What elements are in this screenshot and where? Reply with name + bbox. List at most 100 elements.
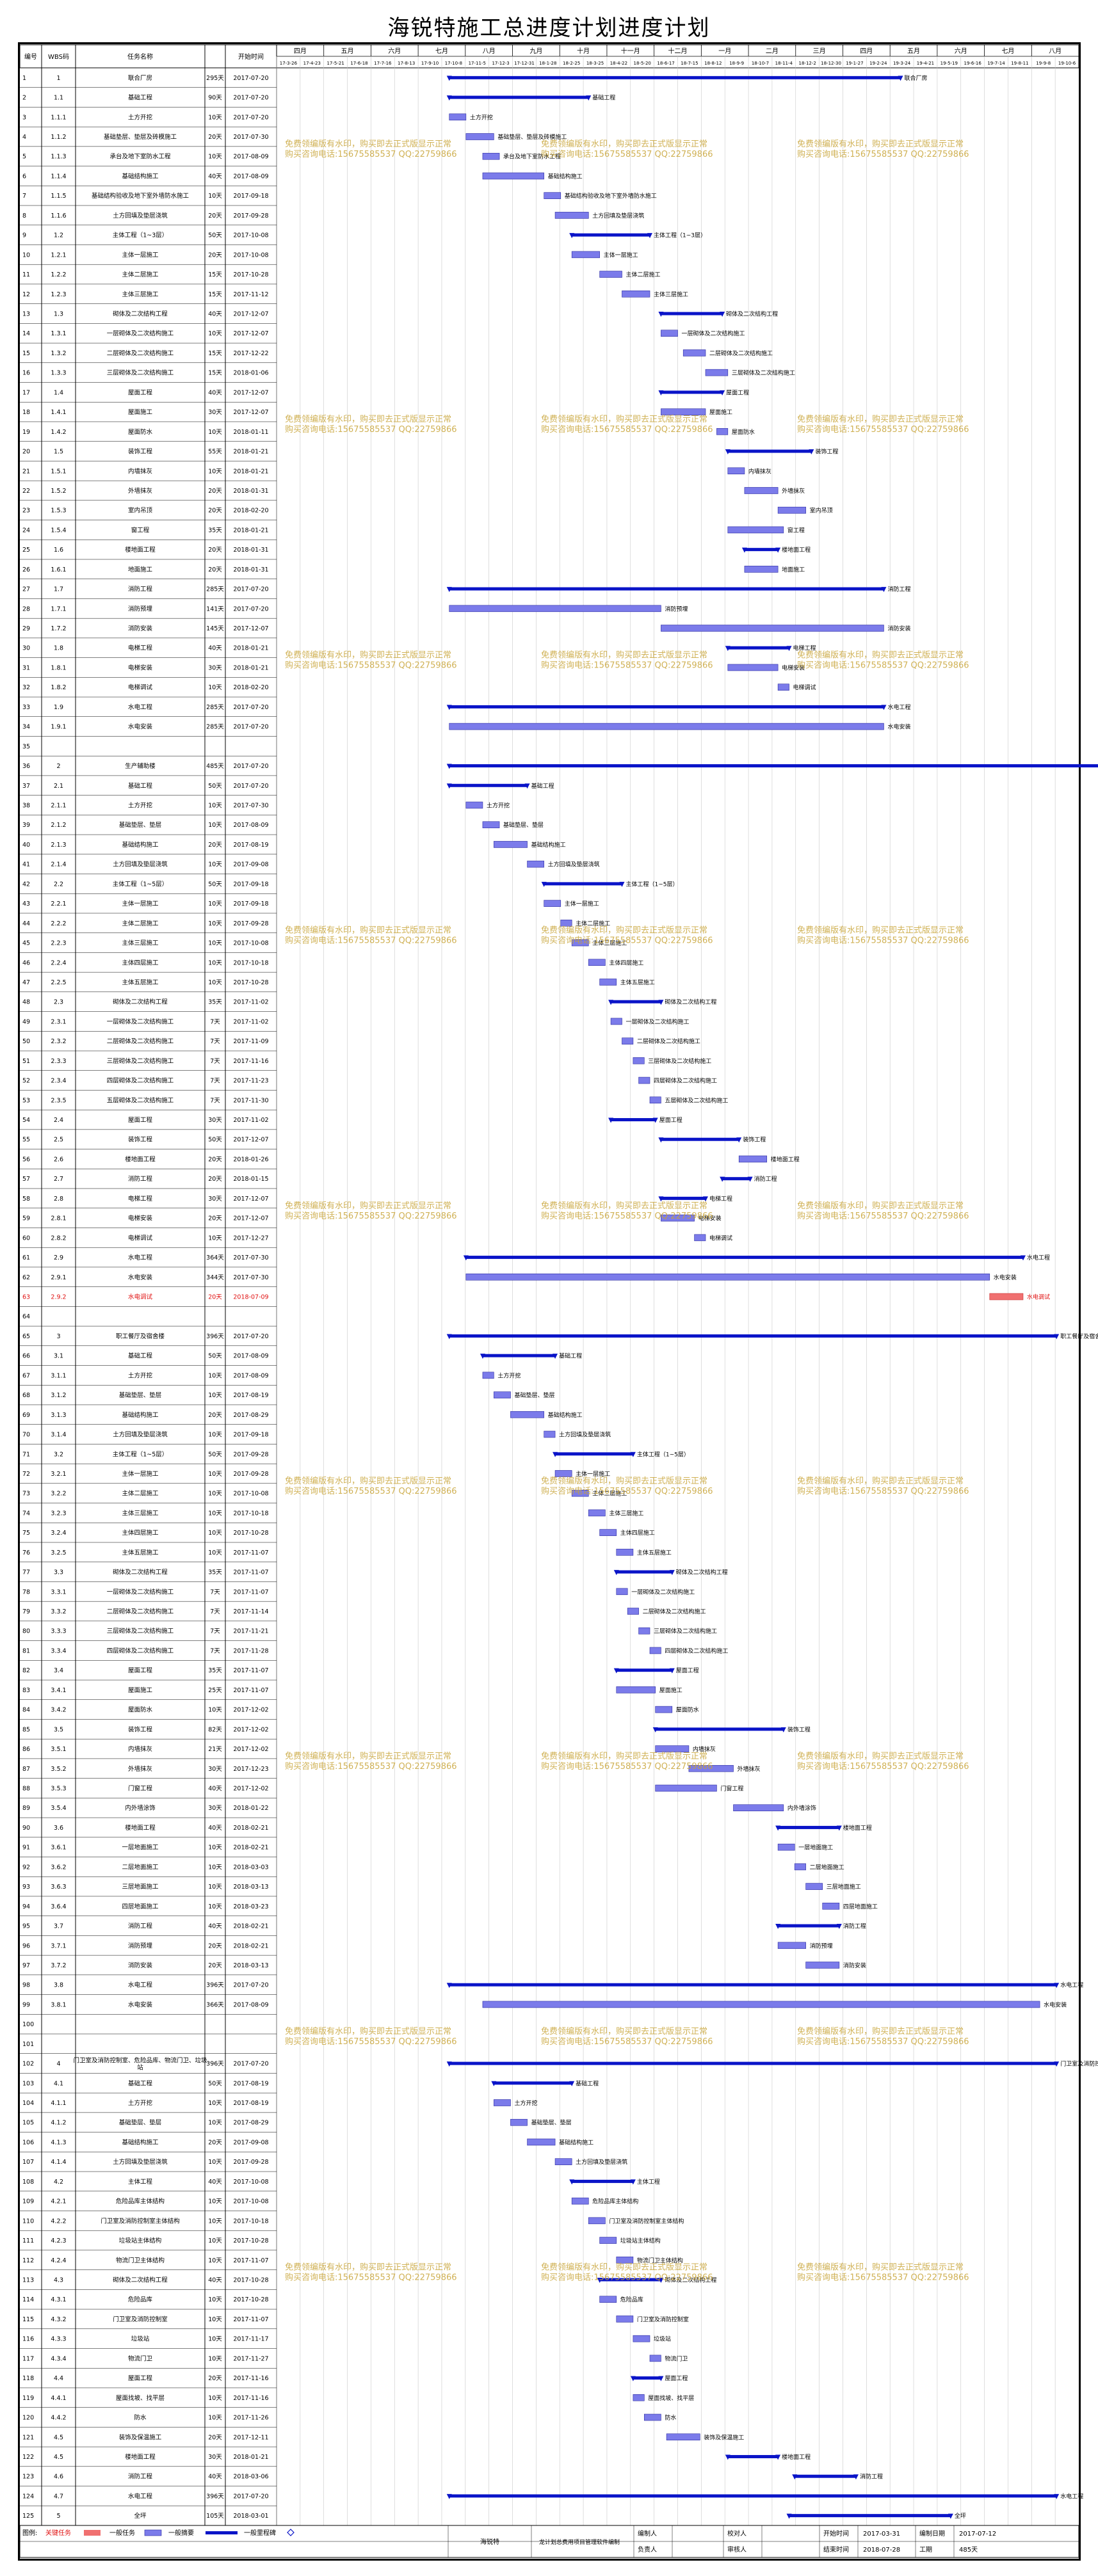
task-start: 2017-11-27: [233, 2355, 268, 2362]
week-label: 19-6-16: [964, 61, 981, 66]
task-id: 108: [22, 2179, 34, 2186]
task-start: 2018-02-21: [233, 1825, 268, 1832]
bar-label: 物流门卫: [665, 2355, 688, 2362]
month-label: 四月: [294, 47, 307, 55]
month-label: 六月: [955, 47, 967, 55]
task-duration: 10天: [208, 1530, 222, 1537]
task-duration: 90天: [208, 95, 222, 102]
task-wbs: 1.5.1: [51, 468, 66, 475]
task-bar: [638, 1076, 650, 1084]
week-label: 17-12-3: [492, 61, 509, 66]
task-wbs: 3.7: [54, 1923, 63, 1930]
watermark-line2: 购买咨询电话:15675585537 QQ:22759866: [541, 1761, 713, 1772]
task-name: 主体二层施工: [122, 271, 159, 278]
task-id: 92: [22, 1864, 30, 1871]
footer-label: 工期: [919, 2546, 932, 2554]
task-duration: 10天: [208, 2159, 222, 2166]
month-label: 二月: [766, 47, 779, 55]
task-start: 2017-11-17: [233, 2336, 268, 2343]
task-name: 垃圾站主体结构: [119, 2237, 162, 2244]
task-name: 基础垫层、垫层: [119, 1391, 162, 1399]
task-wbs: 3: [56, 1333, 60, 1340]
task-start: 2017-11-16: [233, 2375, 268, 2382]
bar-label: 窗工程: [787, 526, 805, 534]
task-id: 71: [22, 1451, 30, 1458]
summary-cap-end: [569, 2081, 575, 2086]
task-wbs: 1.3: [54, 311, 63, 318]
task-start: 2017-07-20: [233, 114, 268, 121]
bar-label: 砌体及二次结构工程: [676, 1569, 728, 1576]
task-duration: 7天: [210, 1078, 220, 1085]
watermark-line1: 免费领编版有水印，购买即去正式版显示正常: [797, 414, 964, 424]
task-bar: [616, 1549, 634, 1556]
task-start: 2017-11-30: [233, 1097, 268, 1104]
task-start: 2017-12-07: [233, 1137, 268, 1144]
task-id: 90: [22, 1825, 30, 1832]
task-duration: 35天: [208, 1667, 222, 1674]
task-name: 二层砌体及二次结构施工: [107, 1037, 174, 1045]
week-label: 17-12-31: [514, 61, 535, 66]
watermark-line1: 免费领编版有水印，购买即去正式版显示正常: [541, 2262, 707, 2273]
month-label: 七月: [1001, 47, 1014, 55]
task-start: 2017-08-09: [233, 173, 268, 180]
task-bar: [494, 841, 528, 848]
bar-label: 二层砌体及二次结构施工: [637, 1037, 700, 1045]
task-name: 三层砌体及二次结构施工: [107, 1057, 174, 1065]
task-name: 门窗工程: [128, 1785, 153, 1793]
task-start: 2017-10-28: [233, 271, 268, 278]
task-start: 2017-08-09: [233, 154, 268, 161]
week-label: 17-7-16: [374, 61, 392, 66]
task-wbs: 3.8: [54, 1982, 63, 1989]
summary-cap-start: [725, 646, 731, 652]
task-id: 118: [22, 2375, 34, 2382]
task-bar: [744, 566, 779, 573]
task-id: 60: [22, 1235, 30, 1242]
task-name: 消防安装: [128, 625, 153, 632]
task-duration: 20天: [208, 252, 222, 259]
task-duration: 82天: [208, 1726, 222, 1733]
task-id: 97: [22, 1962, 30, 1969]
summary-bar: [661, 390, 723, 394]
task-duration: 30天: [208, 409, 222, 416]
task-duration: 485天: [206, 763, 224, 770]
summary-cap-start: [446, 783, 452, 789]
task-duration: 10天: [208, 330, 222, 337]
task-wbs: 3.2.4: [51, 1530, 66, 1537]
task-id: 112: [22, 2257, 34, 2264]
bar-label: 土方回填及垫层浇筑: [576, 2158, 627, 2166]
task-duration: 10天: [208, 114, 222, 121]
task-duration: 20天: [208, 2375, 222, 2382]
bar-label: 主体五层施工: [620, 979, 655, 986]
task-wbs: 1.4.2: [51, 429, 66, 436]
bar-label: 水电工程: [1060, 1981, 1083, 1989]
task-id: 50: [22, 1038, 30, 1045]
task-duration: 364天: [206, 1254, 224, 1261]
task-start: 2017-11-09: [233, 1038, 268, 1045]
task-name: 土方开挖: [128, 802, 153, 810]
task-start: 2017-07-20: [233, 95, 268, 102]
task-bar: [494, 2099, 511, 2106]
task-duration: 20天: [208, 488, 222, 495]
task-duration: 50天: [208, 2080, 222, 2087]
task-duration: 20天: [208, 1942, 222, 1949]
summary-cap-start: [446, 587, 452, 593]
task-duration: 30天: [208, 1805, 222, 1812]
task-name: 基础结构施工: [122, 841, 159, 849]
task-wbs: 1.8.1: [51, 664, 66, 671]
task-duration: 15天: [208, 271, 222, 278]
task-wbs: 4.5: [54, 2454, 63, 2461]
week-label: 18-9-9: [729, 61, 744, 66]
task-bar: [727, 526, 784, 534]
task-bar: [494, 1391, 511, 1398]
task-duration: 396天: [206, 1982, 224, 1989]
task-wbs: 1.2.3: [51, 291, 66, 298]
bar-label: 防水: [665, 2414, 676, 2422]
task-duration: 10天: [208, 1707, 222, 1714]
task-wbs: 2.1.3: [51, 842, 66, 849]
task-id: 81: [22, 1647, 30, 1654]
bar-label: 消防工程: [860, 2473, 883, 2481]
task-wbs: 3.2.1: [51, 1471, 66, 1478]
task-name: 主体四层施工: [122, 959, 159, 966]
bar-label: 垃圾站主体结构: [620, 2237, 661, 2244]
task-wbs: 2.2.1: [51, 900, 66, 908]
